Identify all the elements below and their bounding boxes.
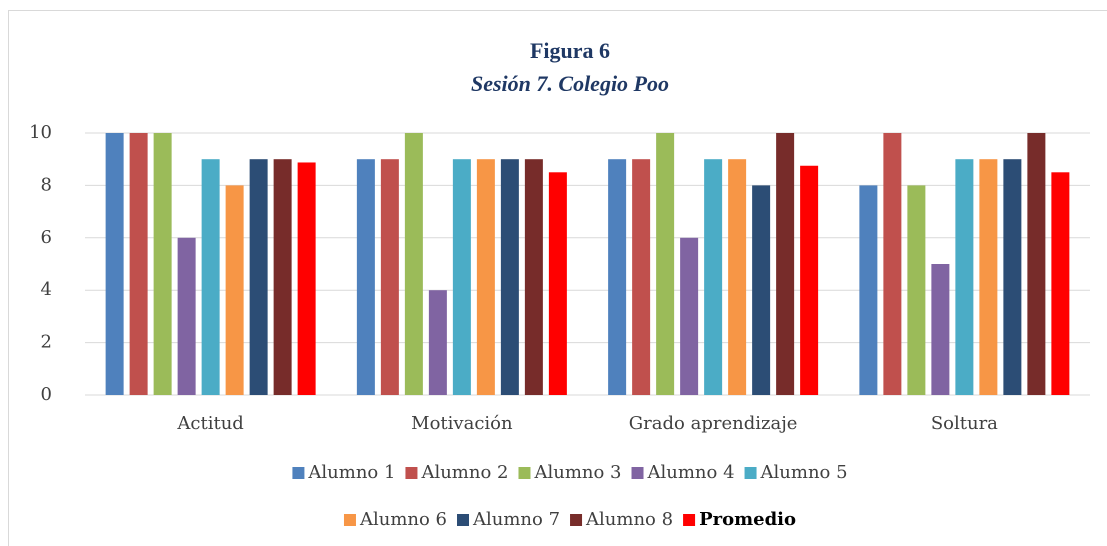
bar [632,159,651,395]
bar [404,133,423,395]
bar [153,133,172,395]
legend-swatch [570,514,583,526]
bar [1003,159,1022,395]
x-tick-label: Motivación [411,413,513,434]
bar [428,290,447,395]
legend-label: Alumno 6 [359,509,447,530]
bar [1051,172,1070,395]
y-tick-label: 10 [29,122,52,143]
bar [476,159,495,395]
legend-label: Alumno 2 [420,462,508,483]
x-tick-label: Actitud [176,413,243,434]
legend-label: Promedio [699,509,796,530]
y-tick-label: 2 [41,332,52,353]
y-tick-label: 0 [41,384,52,405]
legend-swatch [292,467,305,479]
bar [656,133,675,395]
bar [680,237,699,395]
bar [907,185,926,395]
legend-label: Alumno 1 [307,462,395,483]
bar [548,172,567,395]
bar [704,159,723,395]
bar [608,159,627,395]
legend-label: Alumno 3 [533,462,621,483]
bar [524,159,543,395]
legend-swatch [631,467,644,479]
bar [356,159,375,395]
legend-label: Alumno 5 [760,462,848,483]
bar [249,159,268,395]
bar [201,159,220,395]
bar [883,133,902,395]
legend-label: Alumno 8 [585,509,673,530]
bar [776,133,795,395]
bar [931,264,950,395]
legend-swatch [405,467,418,479]
legend-swatch [744,467,757,479]
bar [752,185,771,395]
bar [225,185,244,395]
legend-label: Alumno 7 [472,509,560,530]
bar [800,165,819,395]
y-tick-label: 4 [41,279,52,300]
bar [955,159,974,395]
bar [177,237,196,395]
x-tick-label: Grado aprendizaje [629,413,798,434]
bar [452,159,471,395]
bar [500,159,519,395]
bar [728,159,747,395]
bar [273,159,292,395]
bar [129,133,148,395]
y-tick-label: 8 [41,174,52,195]
y-tick-label: 6 [41,227,52,248]
bar [297,162,316,395]
bar [105,133,124,395]
legend-swatch [518,467,531,479]
bar [859,185,878,395]
chart-title: Figura 6 [530,38,610,63]
chart-border [8,10,1107,546]
legend-label: Alumno 4 [647,462,735,483]
bar [979,159,998,395]
legend-swatch [683,514,696,526]
legend-swatch [457,514,470,526]
chart-subtitle: Sesión 7. Colegio Poo [471,71,669,96]
bar [380,159,399,395]
bar [1027,133,1046,395]
x-tick-label: Soltura [931,413,998,434]
legend-swatch [343,514,356,526]
